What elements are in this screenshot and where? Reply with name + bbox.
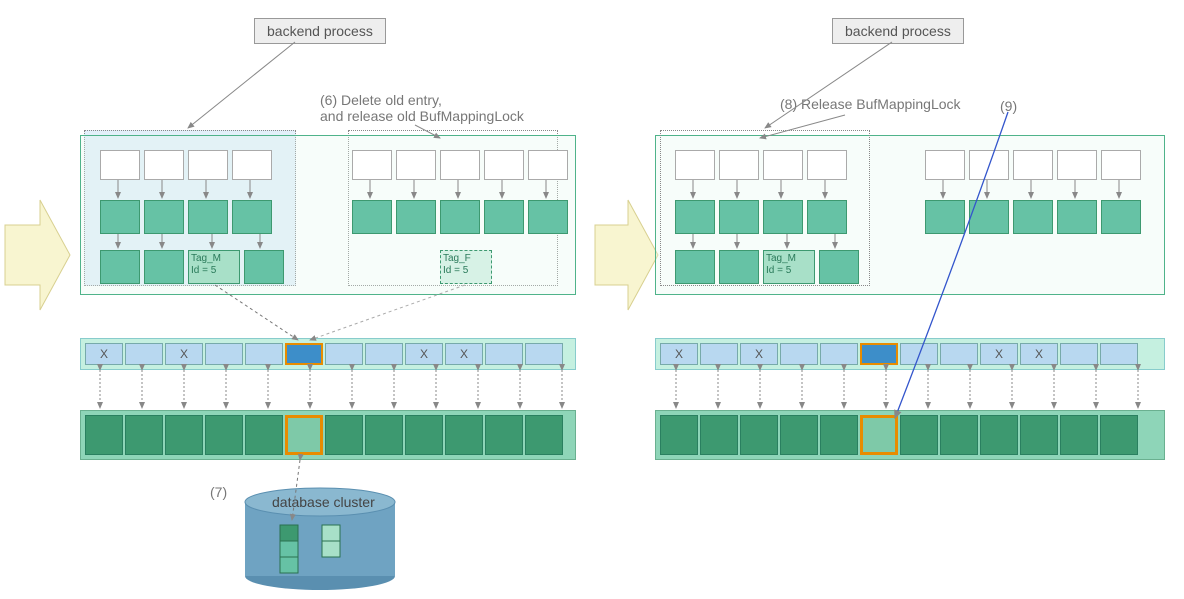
flow-arrow-right <box>595 200 658 310</box>
pool-cell <box>245 415 283 455</box>
hash-entries-left-r1g2 <box>352 200 572 234</box>
descriptor-cell <box>780 343 818 365</box>
descriptor-cell <box>245 343 283 365</box>
pool-cell <box>525 415 563 455</box>
descriptor-cell: X <box>980 343 1018 365</box>
pool-cell <box>365 415 403 455</box>
descriptor-cell <box>525 343 563 365</box>
pool-cell <box>940 415 978 455</box>
hash-slots-right-g1 <box>675 150 851 180</box>
descriptor-cell <box>700 343 738 365</box>
descriptor-cell <box>205 343 243 365</box>
descriptor-cell: X <box>85 343 123 365</box>
backend-process-label-right: backend process <box>832 18 964 44</box>
step-9-label: (9) <box>1000 98 1017 114</box>
db-cluster-label: database cluster <box>272 494 375 510</box>
buffer-pool-right <box>655 410 1165 460</box>
descriptor-cell: X <box>405 343 443 365</box>
backend-process-label-left: backend process <box>254 18 386 44</box>
hash-entries-left-r1g1 <box>100 200 276 234</box>
pool-cell <box>1100 415 1138 455</box>
descriptor-cell <box>940 343 978 365</box>
descriptor-cell <box>820 343 858 365</box>
pool-cell <box>325 415 363 455</box>
buffer-pool-left <box>80 410 576 460</box>
step-7-label: (7) <box>210 484 227 500</box>
tag-m-right: Tag_M Id = 5 <box>763 250 815 284</box>
pool-cell <box>660 415 698 455</box>
hash-slots-right-g2 <box>925 150 1145 180</box>
descriptor-cell <box>365 343 403 365</box>
hash-entries-right-r1g2 <box>925 200 1145 234</box>
pool-cell <box>205 415 243 455</box>
pool-cell <box>780 415 818 455</box>
descriptor-cell: X <box>445 343 483 365</box>
hash-entries-right-r1g1 <box>675 200 851 234</box>
step-8-label: (8) Release BufMappingLock <box>780 96 961 112</box>
hash-entries-right-r2: Tag_M Id = 5 <box>675 250 863 284</box>
flow-arrow-left <box>5 200 70 310</box>
pool-cell <box>820 415 858 455</box>
pool-cell <box>445 415 483 455</box>
pool-cell <box>285 415 323 455</box>
descriptor-cell: X <box>165 343 203 365</box>
descriptor-cell <box>285 343 323 365</box>
descriptor-strip-right: XXXX <box>655 338 1165 370</box>
hash-slots-left-g1 <box>100 150 276 180</box>
descriptor-cell <box>325 343 363 365</box>
descriptor-cell <box>860 343 898 365</box>
descriptor-cell <box>125 343 163 365</box>
hash-entries-left-r2: Tag_M Id = 5 <box>100 250 288 284</box>
pool-cell <box>980 415 1018 455</box>
pool-cell <box>860 415 898 455</box>
pool-cell <box>700 415 738 455</box>
descriptor-cell <box>900 343 938 365</box>
descriptor-cell <box>485 343 523 365</box>
pool-cell <box>740 415 778 455</box>
descriptor-cell <box>1060 343 1098 365</box>
pool-cell <box>165 415 203 455</box>
pool-cell <box>405 415 443 455</box>
descriptor-cell: X <box>740 343 778 365</box>
tag-f-left: Tag_F Id = 5 <box>440 250 492 284</box>
descriptor-cell <box>1100 343 1138 365</box>
pool-cell <box>1060 415 1098 455</box>
pool-cell <box>85 415 123 455</box>
pool-cell <box>900 415 938 455</box>
pool-cell <box>1020 415 1058 455</box>
step-6-label: (6) Delete old entry, and release old Bu… <box>320 92 524 124</box>
pool-cell <box>125 415 163 455</box>
descriptor-strip-left: XXXX <box>80 338 576 370</box>
descriptor-cell: X <box>1020 343 1058 365</box>
pool-cell <box>485 415 523 455</box>
tag-m-left: Tag_M Id = 5 <box>188 250 240 284</box>
descriptor-cell: X <box>660 343 698 365</box>
hash-slots-left-g2 <box>352 150 572 180</box>
